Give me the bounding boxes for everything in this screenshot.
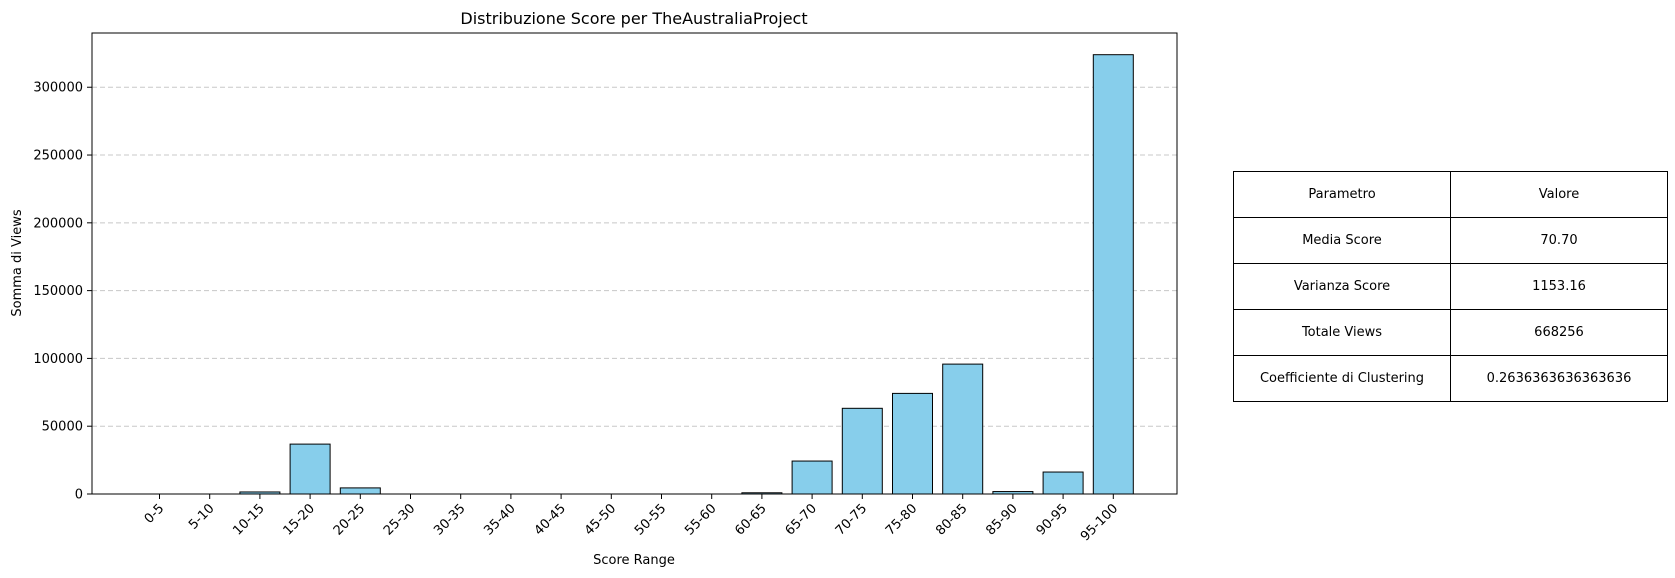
x-tick-label: 80-85: [933, 501, 970, 538]
y-axis-ticks: 0 50000 100000 150000 200000 250000 300000: [33, 81, 92, 503]
bar: [791, 460, 833, 495]
y-tick-label: 150000: [33, 284, 83, 299]
bar: [841, 407, 883, 495]
x-tick-label: 65-70: [783, 501, 820, 538]
bar: [289, 443, 331, 495]
table-cell: Varianza Score: [1233, 263, 1451, 310]
table-cell: Coefficiente di Clustering: [1233, 355, 1451, 402]
plot-frame: [91, 32, 1178, 495]
table-cell: 70.70: [1450, 217, 1668, 264]
x-tick-label: 25-30: [381, 501, 418, 538]
x-tick-label: 35-40: [481, 501, 518, 538]
table-cell: 1153.16: [1450, 263, 1668, 310]
x-tick-label: 45-50: [582, 501, 619, 538]
x-tick-label: 75-80: [883, 501, 920, 538]
table-row: Coefficiente di Clustering 0.26363636363…: [1233, 355, 1668, 402]
x-tick-label: 0-5: [142, 501, 168, 527]
table-row: Totale Views 668256: [1233, 309, 1668, 356]
x-tick-label: 85-90: [983, 501, 1020, 538]
y-tick-label: 100000: [33, 352, 83, 367]
y-tick-label: 50000: [42, 420, 83, 435]
y-axis-label: Somma di Views: [10, 209, 25, 316]
x-tick-label: 70-75: [833, 501, 870, 538]
x-tick-label: 40-45: [532, 501, 569, 538]
x-tick-label: 60-65: [732, 501, 769, 538]
bar-chart: 0 50000 100000 150000 200000 250000 300000 0-5…: [10, 9, 1178, 568]
x-tick-label: 10-15: [230, 501, 267, 538]
x-tick-label: 5-10: [186, 501, 217, 532]
x-tick-label: 95-100: [1078, 501, 1121, 544]
x-tick-label: 20-25: [331, 501, 368, 538]
x-tick-label: 90-95: [1034, 501, 1071, 538]
x-axis-label: Score Range: [593, 553, 675, 568]
x-tick-label: 55-60: [682, 501, 719, 538]
bar: [1042, 471, 1084, 495]
y-tick-label: 300000: [33, 81, 83, 96]
x-tick-label: 15-20: [281, 501, 318, 538]
x-axis-ticks: 0-5 5-10 10-15 15-20 20-25 25-30 30-35 35-40 40-…: [142, 494, 1121, 544]
chart-title: Distribuzione Score per TheAustraliaProj…: [460, 9, 807, 28]
table-row: Varianza Score 1153.16: [1233, 263, 1668, 310]
table-header-cell: Valore: [1450, 171, 1668, 218]
table-header-cell: Parametro: [1233, 171, 1451, 218]
table-cell: Media Score: [1233, 217, 1451, 264]
bars: [239, 54, 1134, 495]
table-cell: 0.2636363636363636: [1450, 355, 1668, 402]
bar: [1092, 54, 1134, 495]
table-header-row: Parametro Valore: [1233, 171, 1668, 218]
y-tick-label: 200000: [33, 216, 83, 231]
bar: [892, 392, 933, 495]
y-tick-label: 250000: [33, 149, 83, 164]
table-cell: Totale Views: [1233, 309, 1451, 356]
stats-table: Parametro Valore Media Score 70.70 Varia…: [1233, 171, 1668, 402]
grid-lines: [92, 86, 1177, 427]
x-tick-label: 50-55: [632, 501, 669, 538]
bar: [339, 487, 381, 495]
bar: [942, 363, 984, 495]
x-tick-label: 30-35: [431, 501, 468, 538]
y-tick-label: 0: [75, 488, 83, 503]
table-row: Media Score 70.70: [1233, 217, 1668, 264]
table-cell: 668256: [1450, 309, 1668, 356]
